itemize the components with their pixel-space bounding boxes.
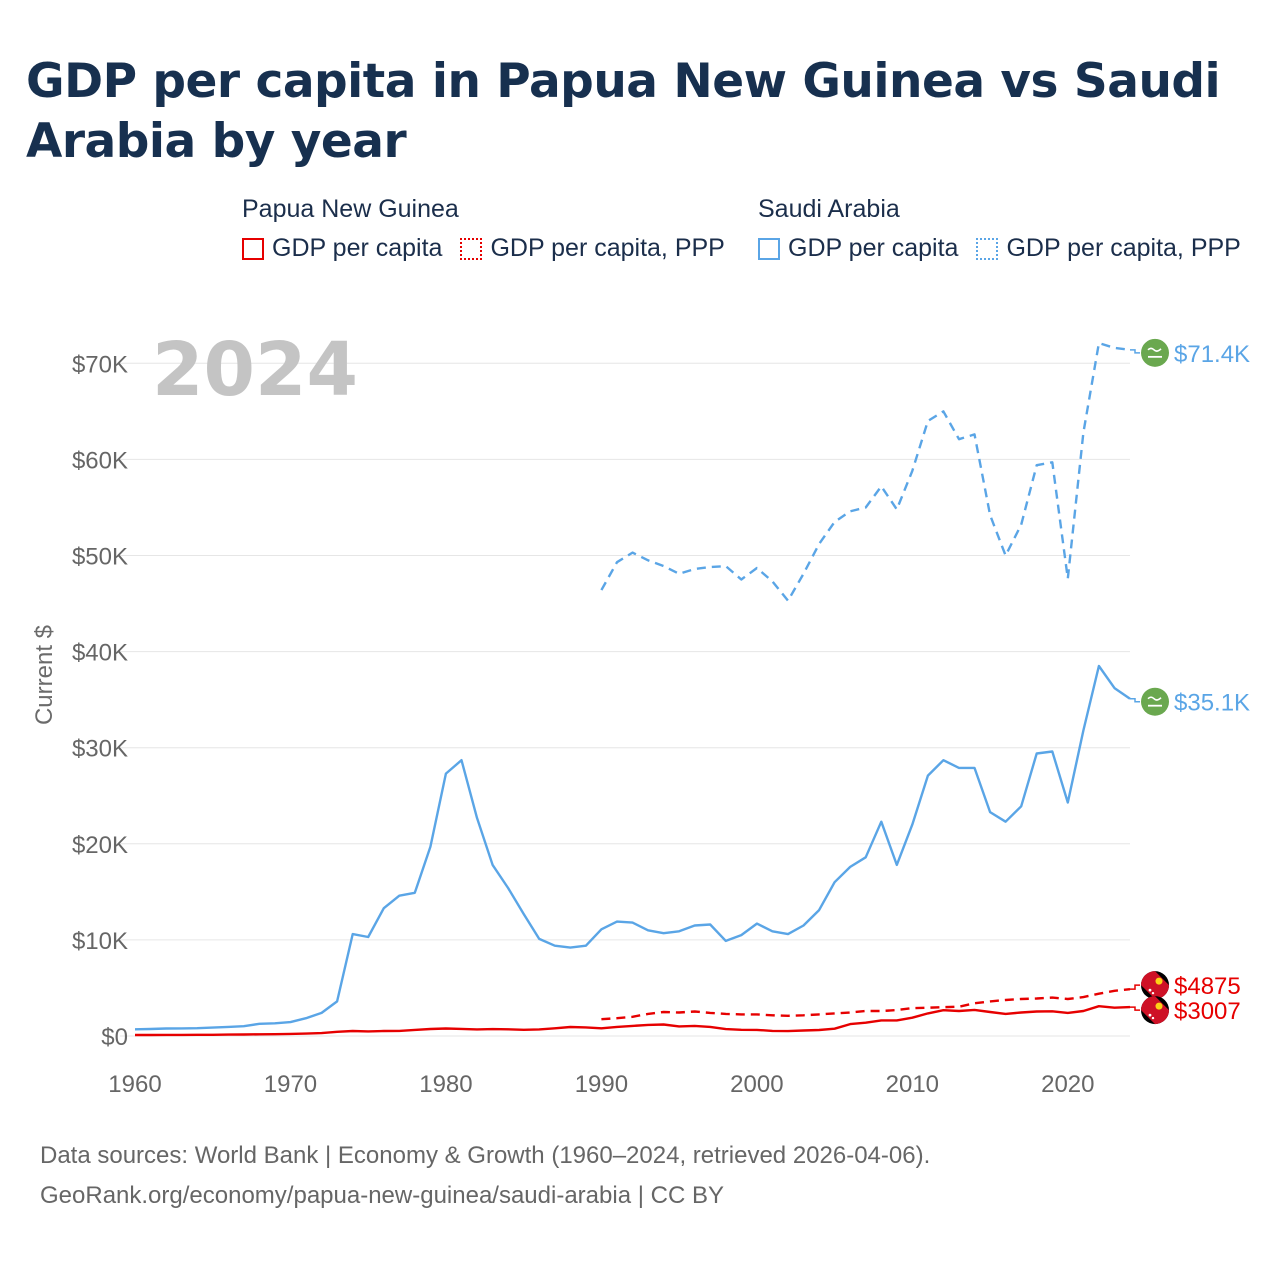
y-tick-label: $70K (72, 351, 128, 378)
saudi-arabia-flag-icon (1141, 687, 1169, 716)
papua-new-guinea-flag-icon (1141, 996, 1169, 1025)
legend-item-sa-gdp-ppp[interactable]: GDP per capita, PPP (976, 234, 1241, 263)
x-tick-label: 2010 (886, 1071, 939, 1098)
legend-group-papua-new-guinea: Papua New Guinea GDP per capita GDP per … (242, 192, 743, 263)
y-tick-label: $0 (101, 1024, 128, 1051)
series-lines (134, 341, 1131, 1037)
x-tick-label: 1960 (108, 1071, 161, 1098)
y-tick-label: $40K (72, 640, 128, 667)
legend-group-title: Papua New Guinea (242, 195, 459, 223)
legend-label: GDP per capita, PPP (1006, 234, 1241, 262)
legend-item-png-gdp-ppp[interactable]: GDP per capita, PPP (460, 234, 725, 263)
grid-lines (120, 362, 1130, 1037)
end-label-connector (1130, 1006, 1140, 1011)
x-tick-label: 1980 (419, 1071, 472, 1098)
legend-label: GDP per capita, PPP (490, 234, 725, 262)
x-axis-ticks: 1960 1970 1980 1990 2000 2010 2020 (108, 1071, 1094, 1098)
legend-swatch-dotted-red (460, 237, 483, 260)
legend-label: GDP per capita (272, 234, 443, 262)
series-line-0[interactable] (600, 341, 1131, 602)
y-axis-label: Current $ (31, 625, 58, 725)
x-tick-label: 1990 (575, 1071, 628, 1098)
end-value-label: $4875 (1174, 973, 1241, 1000)
saudi-arabia-flag-icon (1141, 338, 1169, 367)
end-label-connector (1130, 984, 1140, 990)
end-label-connector (1130, 349, 1140, 354)
footer-url: GeoRank.org/economy/papua-new-guinea/sau… (40, 1182, 724, 1209)
x-tick-label: 1970 (264, 1071, 317, 1098)
y-tick-label: $60K (72, 447, 128, 474)
y-tick-label: $10K (72, 928, 128, 955)
footer: Data sources: World Bank | Economy & Gro… (40, 1136, 930, 1216)
legend-swatch-solid-red (242, 237, 264, 260)
end-labels: $71.4K $35.1K $4875$3007 (1130, 338, 1250, 1025)
legend-label: GDP per capita (788, 234, 959, 262)
chart-title: GDP per capita in Papua New Guinea vs Sa… (26, 54, 1221, 169)
end-value-label: $35.1K (1174, 690, 1250, 717)
legend-swatch-solid-blue (758, 237, 780, 260)
y-tick-label: $30K (72, 736, 128, 763)
y-tick-label: $20K (72, 832, 128, 859)
series-line-2[interactable] (601, 988, 1131, 1021)
end-label-connector (1130, 697, 1140, 703)
footer-sources: Data sources: World Bank | Economy & Gro… (40, 1142, 931, 1169)
y-axis-ticks: $0 $10K $20K $30K $40K $50K $60K $70K (72, 351, 128, 1051)
series-line-3[interactable] (135, 1005, 1131, 1037)
series-line-1[interactable] (134, 664, 1131, 1031)
legend-item-sa-gdp[interactable]: GDP per capita (758, 234, 958, 263)
x-tick-label: 2000 (730, 1071, 783, 1098)
y-tick-label: $50K (72, 544, 128, 571)
year-watermark: 2024 (152, 327, 358, 413)
end-value-label: $3007 (1174, 998, 1241, 1025)
legend-swatch-dotted-blue (976, 237, 999, 260)
papua-new-guinea-flag-icon (1141, 971, 1169, 1000)
legend-group-saudi-arabia: Saudi Arabia GDP per capita GDP per capi… (758, 192, 1259, 263)
legend-group-title: Saudi Arabia (758, 195, 900, 223)
x-tick-label: 2020 (1041, 1071, 1094, 1098)
end-value-label: $71.4K (1174, 341, 1250, 368)
legend-item-png-gdp[interactable]: GDP per capita (242, 234, 442, 263)
